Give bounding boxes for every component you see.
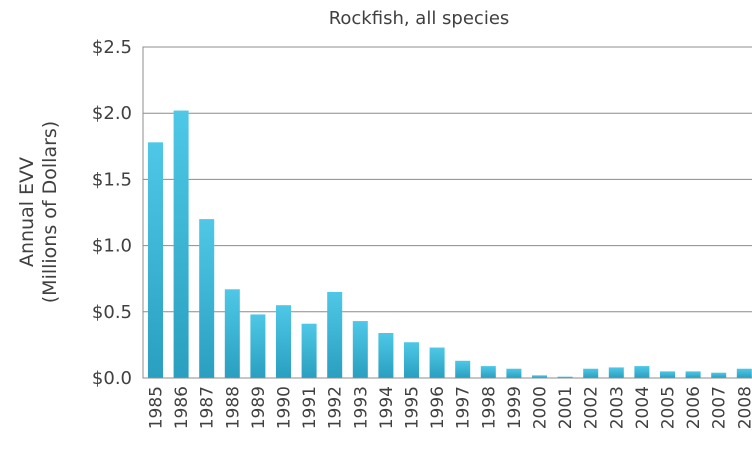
x-tick-label: 2006 bbox=[684, 386, 704, 429]
y-axis-ticks: $0.0 $0.5 $1.0 $1.5 $2.0 $2.5 bbox=[92, 37, 132, 389]
y-tick-label: $2.5 bbox=[92, 37, 132, 58]
bar-2007 bbox=[711, 372, 727, 378]
x-tick-label: 1990 bbox=[275, 386, 295, 429]
x-tick-label: 1991 bbox=[300, 386, 320, 429]
bar-1988 bbox=[224, 289, 240, 378]
bar-1991 bbox=[301, 323, 317, 378]
x-tick-label: 1986 bbox=[172, 386, 192, 429]
bar-1985 bbox=[148, 142, 163, 378]
x-tick-label: 1994 bbox=[377, 386, 397, 429]
bar-1997 bbox=[455, 360, 471, 378]
bar-1987 bbox=[199, 219, 215, 378]
bar-1996 bbox=[429, 347, 445, 378]
x-tick-label: 1987 bbox=[198, 386, 218, 429]
bar-2003 bbox=[608, 367, 624, 378]
y-tick-label: $0.0 bbox=[92, 368, 132, 389]
x-tick-label: 2002 bbox=[582, 386, 602, 429]
y-axis-label-line1: Annual EVV bbox=[16, 157, 38, 267]
y-tick-label: $0.5 bbox=[92, 302, 132, 323]
x-tick-label: 1989 bbox=[249, 386, 269, 429]
chart-title: Rockfish, all species bbox=[329, 8, 510, 29]
x-tick-label: 1998 bbox=[479, 386, 499, 429]
bar-2008 bbox=[736, 368, 752, 378]
x-tick-label: 2000 bbox=[531, 386, 551, 429]
x-tick-label: 1985 bbox=[147, 386, 167, 429]
bar-2006 bbox=[685, 371, 701, 378]
bar-1998 bbox=[480, 366, 496, 378]
x-tick-label: 1997 bbox=[454, 386, 474, 429]
x-tick-label: 1992 bbox=[326, 386, 346, 429]
bar-2000 bbox=[532, 375, 547, 378]
x-tick-label: 1988 bbox=[223, 386, 243, 429]
x-tick-label: 1993 bbox=[351, 386, 371, 429]
bar-1993 bbox=[352, 321, 368, 378]
x-axis-ticks: 1985 1986 1987 1988 1989 1990 1991 1992 1993 1994… bbox=[147, 386, 752, 429]
bars bbox=[148, 110, 752, 378]
x-tick-label: 2007 bbox=[710, 386, 730, 429]
x-tick-label: 2008 bbox=[735, 386, 752, 429]
bar-1992 bbox=[327, 291, 343, 378]
x-tick-label: 2001 bbox=[556, 386, 576, 429]
x-tick-label: 1999 bbox=[505, 386, 525, 429]
x-tick-label: 2005 bbox=[659, 386, 679, 429]
y-tick-label: $1.0 bbox=[92, 236, 132, 257]
plot-area-border bbox=[142, 46, 752, 379]
bar-1999 bbox=[506, 368, 522, 378]
x-tick-label: 1995 bbox=[403, 386, 423, 429]
bar-2002 bbox=[583, 368, 599, 378]
y-tick-label: $2.0 bbox=[92, 103, 132, 124]
bar-2004 bbox=[634, 366, 650, 378]
bar-1989 bbox=[250, 314, 266, 378]
bar-1990 bbox=[276, 305, 291, 378]
y-axis-label: Annual EVV (Millions of Dollars) bbox=[16, 121, 61, 303]
x-tick-label: 1996 bbox=[428, 386, 448, 429]
bar-1994 bbox=[378, 332, 394, 378]
bar-2005 bbox=[660, 371, 675, 378]
y-axis-label-line2: (Millions of Dollars) bbox=[39, 121, 61, 303]
y-tick-label: $1.5 bbox=[92, 169, 132, 190]
bar-1995 bbox=[404, 342, 419, 378]
x-tick-label: 2003 bbox=[607, 386, 627, 429]
x-tick-label: 2004 bbox=[633, 386, 653, 429]
bar-2001 bbox=[557, 376, 573, 378]
bar-1986 bbox=[173, 110, 189, 378]
